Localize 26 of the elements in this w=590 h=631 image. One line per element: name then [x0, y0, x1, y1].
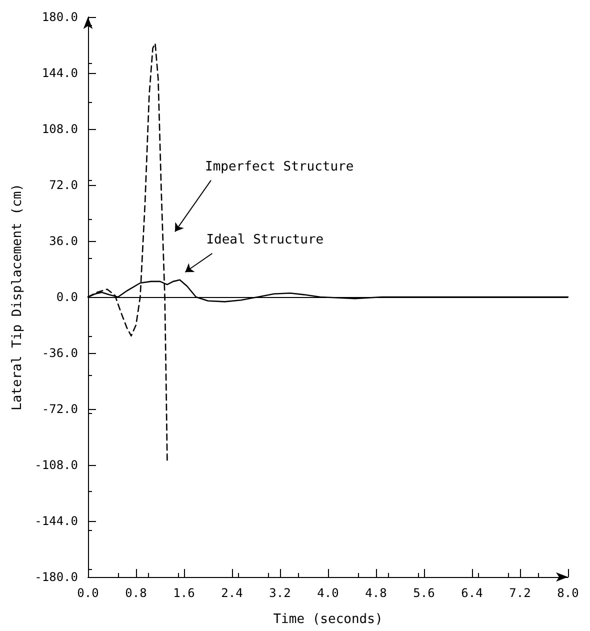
- y-axis-title: Lateral Tip Displacement (cm): [10, 184, 25, 410]
- x-tick-label: 7.2: [509, 586, 531, 600]
- x-tick-label: 4.0: [317, 586, 339, 600]
- x-tick-label: 1.6: [173, 586, 195, 600]
- x-tick-label: 5.6: [413, 586, 435, 600]
- y-tick-label: 144.0: [42, 66, 78, 80]
- x-tick-label: 0.8: [125, 586, 147, 600]
- x-tick-label: 2.4: [221, 586, 243, 600]
- y-tick-label: -144.0: [34, 514, 78, 528]
- y-tick-label: -180.0: [34, 570, 78, 584]
- x-tick-label: 6.4: [461, 586, 483, 600]
- y-tick-label: 108.0: [42, 122, 78, 136]
- annotation: Imperfect Structure: [205, 159, 354, 174]
- y-tick-label: -108.0: [34, 458, 78, 472]
- y-tick-label: 36.0: [49, 234, 78, 248]
- y-tick-label: -72.0: [42, 402, 78, 416]
- x-axis-title: Time (seconds): [273, 612, 383, 627]
- x-tick-label: 8.0: [557, 586, 579, 600]
- x-tick-label: 3.2: [269, 586, 291, 600]
- y-tick-label: 72.0: [49, 178, 78, 192]
- x-tick-label: 0.0: [77, 586, 99, 600]
- y-tick-label: 0.0: [56, 290, 78, 304]
- annotation: Ideal Structure: [206, 232, 324, 248]
- x-tick-label: 4.8: [365, 586, 387, 600]
- y-tick-label: -36.0: [42, 346, 78, 360]
- y-tick-label: 180.0: [42, 10, 78, 24]
